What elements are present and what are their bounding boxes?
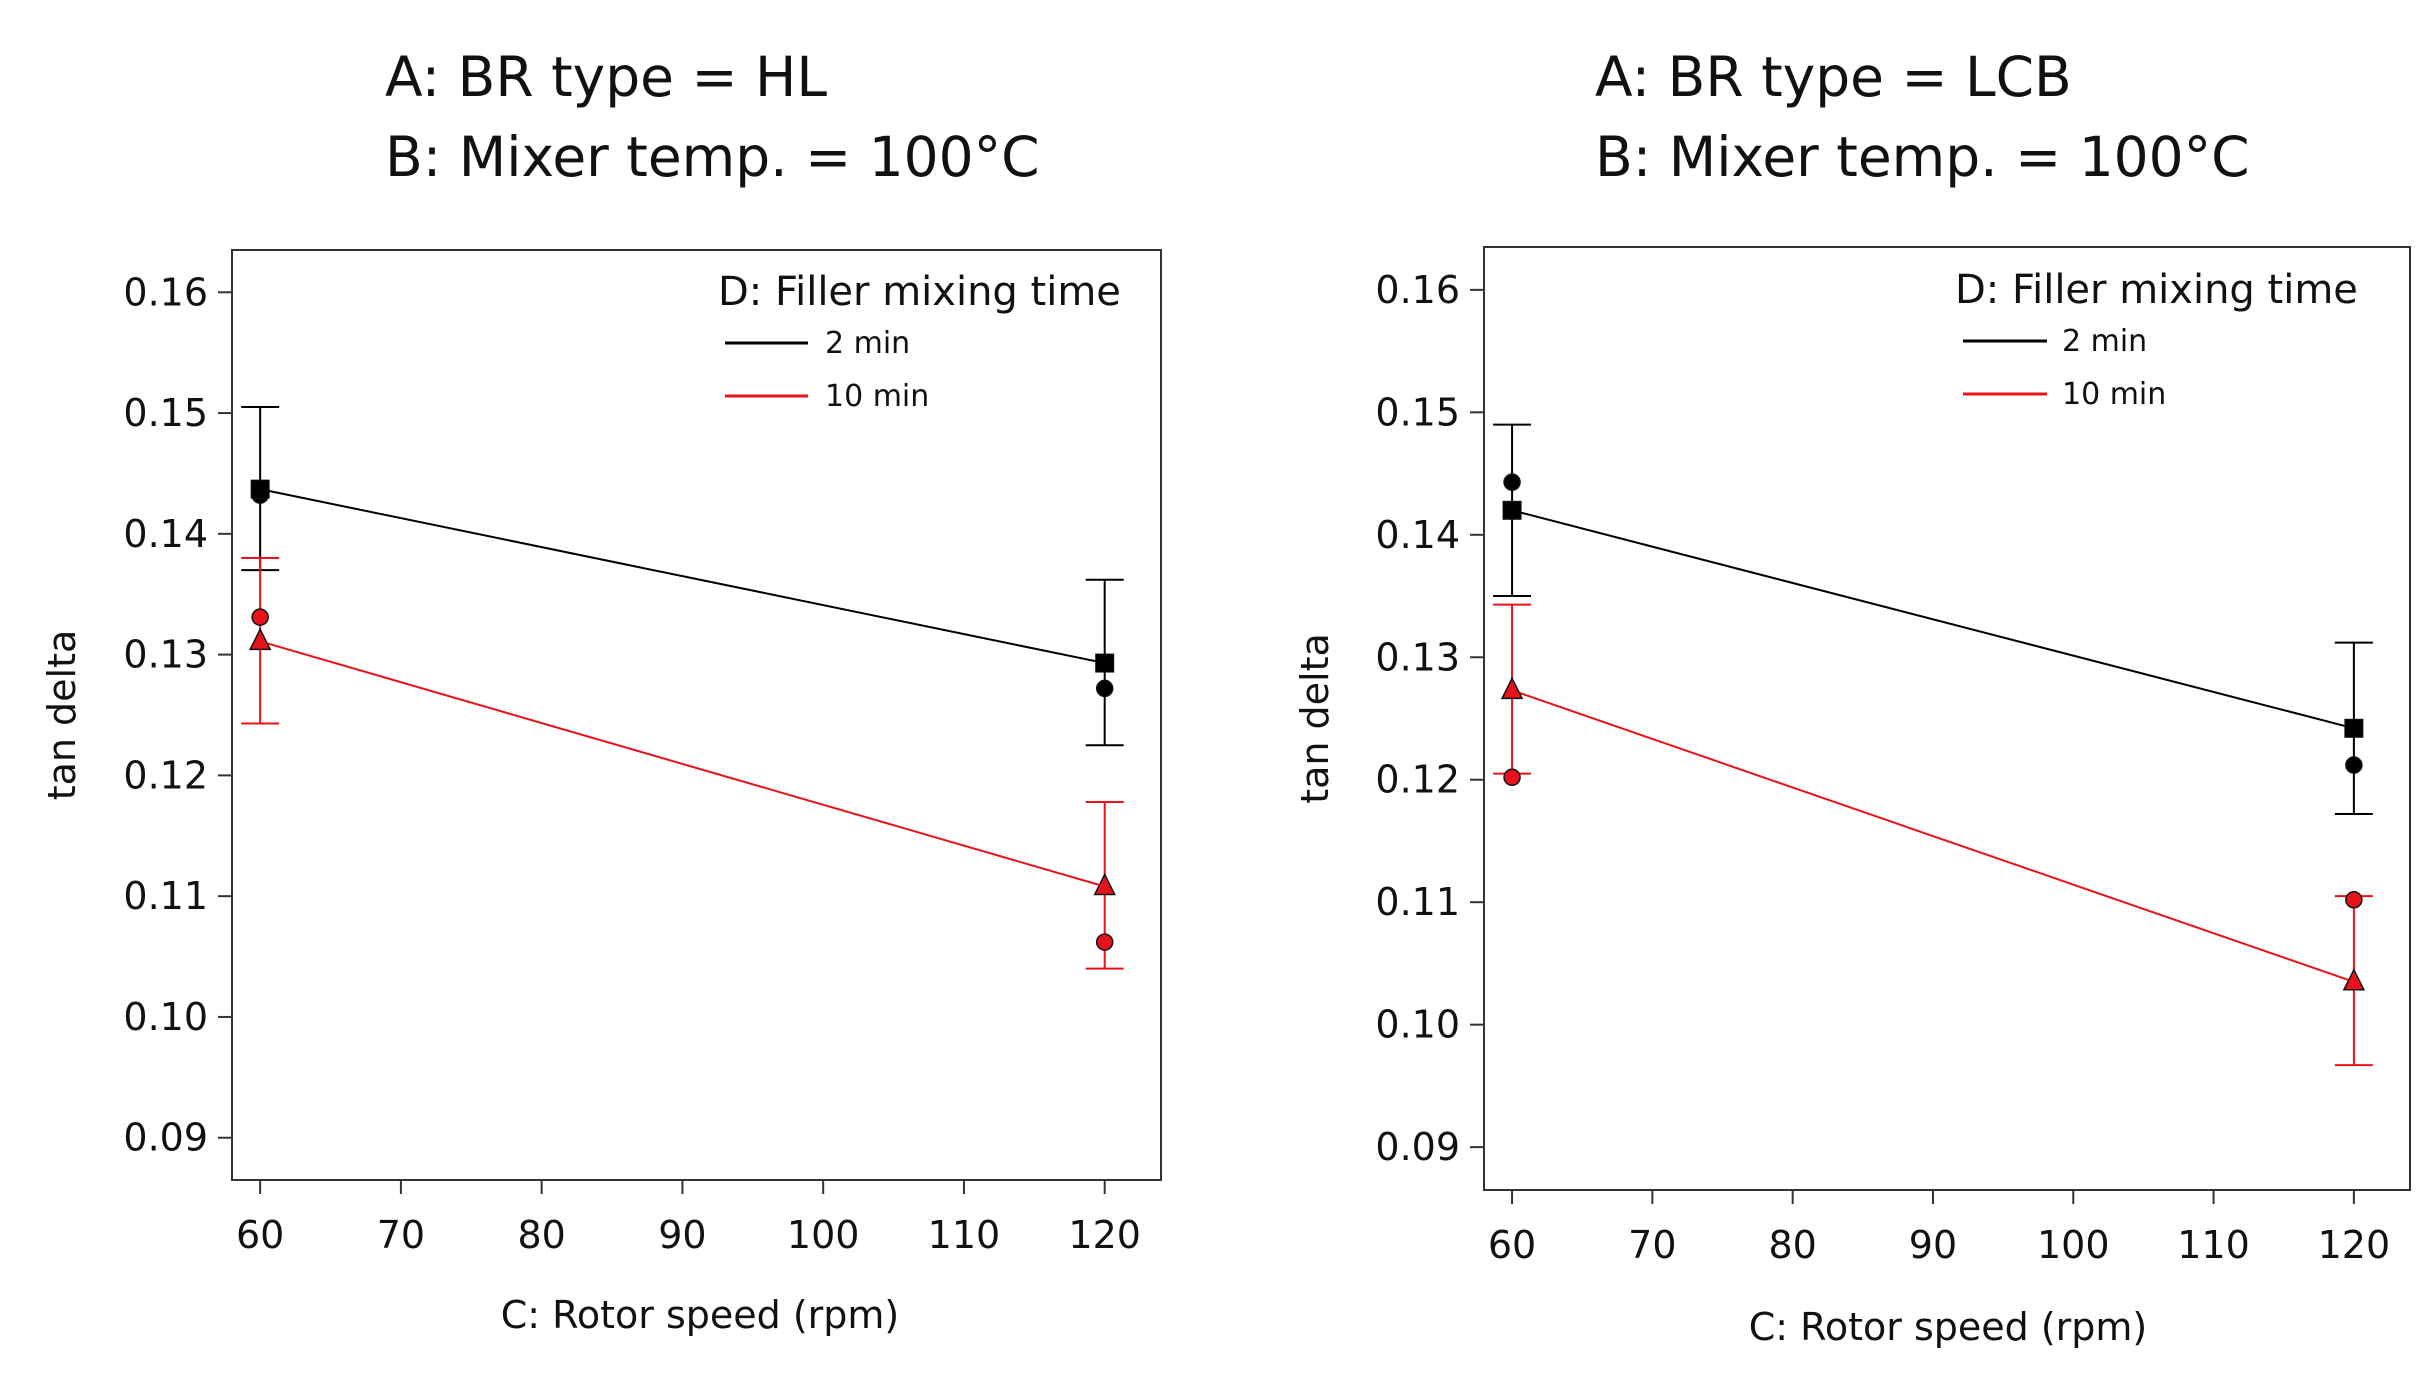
x-tick-label: 70: [377, 1213, 425, 1257]
y-tick-label: 0.13: [123, 633, 208, 677]
series-line-10-min: [259, 640, 1105, 888]
y-axis-label: tan delta: [1293, 633, 1337, 804]
y-tick-label: 0.16: [1375, 268, 1460, 312]
legend-title: D: Filler mixing time: [1955, 267, 2358, 313]
predicted-point: [248, 627, 272, 651]
x-tick-label: 80: [1768, 1223, 1816, 1267]
legend-label: 2 min: [2062, 324, 2147, 359]
x-tick-label: 90: [658, 1213, 706, 1257]
x-tick-label: 110: [928, 1213, 1001, 1257]
predicted-point: [2342, 968, 2366, 991]
observed-point: [1095, 679, 1114, 698]
predicted-point: [1093, 872, 1116, 896]
y-tick-label: 0.14: [123, 512, 208, 556]
legend-label: 2 min: [825, 326, 910, 361]
legend-title: D: Filler mixing time: [718, 269, 1121, 315]
plot-frame: [231, 249, 1162, 1181]
observed-point: [1503, 768, 1521, 787]
y-tick-label: 0.16: [123, 270, 208, 314]
y-tick-label: 0.12: [123, 753, 208, 797]
chart-panel-1: A: BR type = HL B: Mixer temp. = 100°C 0.0…: [40, 45, 1162, 1337]
x-tick-label: 90: [1909, 1223, 1957, 1267]
x-tick-label: 100: [2037, 1223, 2110, 1267]
y-tick-label: 0.12: [1375, 758, 1460, 802]
y-tick-label: 0.13: [1375, 635, 1460, 679]
y-tick-label: 0.10: [123, 995, 208, 1039]
y-tick-label: 0.09: [1375, 1125, 1460, 1169]
x-tick-label: 60: [1488, 1223, 1536, 1267]
x-tick-label: 70: [1628, 1223, 1676, 1267]
y-tick-label: 0.09: [123, 1116, 208, 1160]
observed-point: [1095, 933, 1114, 951]
legend-label: 10 min: [825, 379, 929, 414]
x-tick-label: 120: [2318, 1223, 2391, 1267]
y-tick-label: 0.11: [1375, 880, 1460, 924]
x-axis-label: C: Rotor speed (rpm): [1749, 1305, 2148, 1349]
y-tick-label: 0.10: [1375, 1003, 1460, 1047]
observed-point: [251, 608, 269, 626]
observed-point: [2345, 756, 2363, 774]
chart-title-line-2: B: Mixer temp. = 100°C: [385, 125, 1040, 189]
y-tick-label: 0.11: [123, 874, 208, 918]
y-tick-label: 0.15: [123, 391, 208, 435]
x-tick-label: 60: [236, 1213, 284, 1257]
series-2-min: [1493, 423, 2373, 816]
chart-title-line-1: A: BR type = LCB: [1595, 45, 2072, 109]
series-10-min: [241, 556, 1124, 970]
observed-point: [2345, 891, 2363, 909]
x-tick-label: 80: [517, 1213, 565, 1257]
predicted-point: [250, 479, 270, 499]
x-tick-label: 110: [2177, 1223, 2250, 1267]
series-10-min: [1493, 603, 2373, 1067]
series-2-min: [241, 406, 1124, 747]
predicted-point: [2344, 718, 2364, 738]
y-axis-label: tan delta: [40, 630, 84, 801]
observed-point: [1503, 473, 1521, 491]
plot-frame: [1483, 246, 2411, 1191]
predicted-point: [1095, 653, 1115, 673]
x-tick-label: 100: [787, 1213, 860, 1257]
chart-panel-2: A: BR type = LCB B: Mixer temp. = 100°C 0.…: [1293, 45, 2411, 1349]
series-line-10-min: [1511, 689, 2355, 983]
chart-title-line-2: B: Mixer temp. = 100°C: [1595, 125, 2250, 189]
x-axis-label: C: Rotor speed (rpm): [501, 1293, 900, 1337]
predicted-point: [1500, 676, 1524, 700]
series-line-2-min: [1511, 509, 2355, 730]
y-tick-label: 0.14: [1375, 513, 1460, 557]
series-line-2-min: [259, 488, 1105, 665]
x-tick-label: 120: [1068, 1213, 1141, 1257]
y-tick-label: 0.15: [1375, 390, 1460, 434]
chart-title-line-1: A: BR type = HL: [385, 45, 827, 109]
legend-label: 10 min: [2062, 377, 2166, 412]
predicted-point: [1502, 500, 1522, 520]
